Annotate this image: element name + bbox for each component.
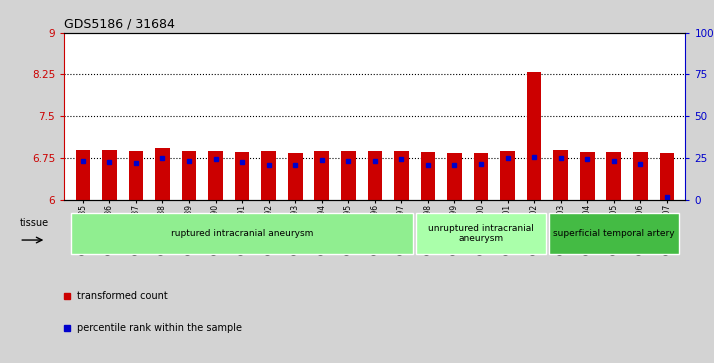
Bar: [553, 150, 568, 200]
Bar: [447, 153, 462, 200]
Bar: [288, 154, 303, 200]
Bar: [76, 150, 90, 200]
Bar: [606, 152, 621, 200]
Bar: [129, 151, 144, 200]
Bar: [341, 151, 356, 200]
FancyBboxPatch shape: [549, 213, 679, 254]
Bar: [421, 152, 436, 200]
Bar: [368, 151, 382, 200]
Text: ruptured intracranial aneurysm: ruptured intracranial aneurysm: [171, 229, 313, 238]
Bar: [633, 152, 648, 200]
Bar: [314, 151, 329, 200]
Text: tissue: tissue: [19, 218, 49, 228]
Bar: [182, 151, 196, 200]
Text: percentile rank within the sample: percentile rank within the sample: [76, 323, 241, 333]
Bar: [527, 72, 541, 200]
Bar: [580, 152, 595, 200]
Bar: [208, 151, 223, 200]
FancyBboxPatch shape: [71, 213, 413, 254]
Bar: [394, 151, 408, 200]
FancyBboxPatch shape: [416, 213, 546, 254]
Bar: [473, 153, 488, 200]
Bar: [501, 151, 515, 200]
Text: GDS5186 / 31684: GDS5186 / 31684: [64, 17, 175, 30]
Bar: [261, 151, 276, 200]
Bar: [155, 148, 170, 200]
Bar: [660, 153, 674, 200]
Text: unruptured intracranial
aneurysm: unruptured intracranial aneurysm: [428, 224, 534, 243]
Bar: [235, 152, 249, 200]
Text: superficial temporal artery: superficial temporal artery: [553, 229, 675, 238]
Text: transformed count: transformed count: [76, 291, 168, 301]
Bar: [102, 150, 116, 200]
